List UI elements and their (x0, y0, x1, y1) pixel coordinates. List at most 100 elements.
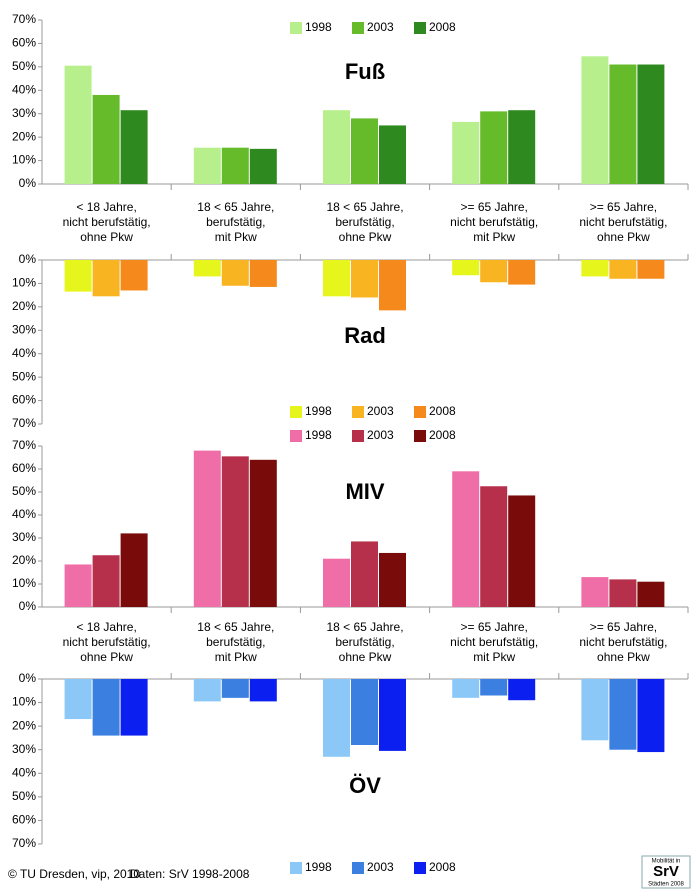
y-tick-label: 20% (12, 553, 36, 567)
chart-title: Fuß (345, 59, 385, 84)
bar (609, 64, 637, 184)
x-tick-label-line: mit Pkw (473, 230, 515, 244)
x-tick-label: 18 < 65 Jahre, berufstätig, ohne Pkw (326, 620, 403, 664)
y-tick-label: 60% (12, 461, 36, 475)
x-tick-label-line: ohne Pkw (597, 230, 650, 244)
bar (480, 486, 508, 607)
bar (637, 260, 665, 279)
bar (379, 260, 406, 311)
bar (452, 260, 480, 276)
bar (323, 110, 350, 184)
bar (480, 679, 508, 696)
x-tick-label-line: mit Pkw (215, 650, 257, 664)
y-tick-label: 50% (12, 789, 36, 803)
bar (379, 552, 406, 607)
y-tick-label: 20% (12, 718, 36, 732)
y-tick-label: 50% (12, 484, 36, 498)
copyright: © TU Dresden, vip, 2010 (8, 867, 140, 881)
bar (92, 260, 120, 297)
bar (193, 147, 221, 184)
x-tick-label: < 18 Jahre, nicht berufstätig, ohne Pkw (63, 200, 151, 244)
x-tick-label: 18 < 65 Jahre, berufstätig, ohne Pkw (326, 200, 403, 244)
y-tick-label: 40% (12, 82, 36, 96)
bar (193, 679, 221, 702)
y-tick-label: 60% (12, 36, 36, 50)
legend-swatch (414, 406, 426, 418)
x-tick-label-line: >= 65 Jahre, (590, 200, 657, 214)
logo-bottom: Städten 2008 (648, 882, 684, 888)
y-tick-label: 10% (12, 276, 36, 290)
bar (379, 125, 406, 184)
x-tick-label-line: ohne Pkw (597, 650, 650, 664)
source: Daten: SrV 1998-2008 (130, 867, 250, 881)
y-tick-label: 40% (12, 346, 36, 360)
x-tick-label-line: nicht berufstätig, (63, 635, 151, 649)
bar (452, 471, 480, 607)
x-tick-label-line: mit Pkw (215, 230, 257, 244)
x-tick-label-line: 18 < 65 Jahre, (197, 620, 274, 634)
bar (637, 581, 665, 607)
bar (64, 65, 92, 184)
legend-label: 1998 (305, 428, 332, 442)
x-tick-label-line: ohne Pkw (80, 230, 133, 244)
y-tick-label: 10% (12, 576, 36, 590)
y-tick-label: 50% (12, 59, 36, 73)
bar (221, 147, 249, 184)
x-tick-label-line: < 18 Jahre, (76, 200, 136, 214)
bar (480, 260, 508, 283)
bar (249, 260, 277, 287)
y-tick-label: 20% (12, 129, 36, 143)
legend-swatch (290, 862, 302, 874)
legend-label: 2008 (429, 20, 456, 34)
chart-title: ÖV (349, 773, 381, 798)
logo-main: SrV (653, 863, 679, 880)
bar (92, 555, 120, 607)
bar (64, 260, 92, 292)
bar (92, 679, 120, 736)
x-tick-label-line: >= 65 Jahre, (590, 620, 657, 634)
x-tick-label: < 18 Jahre, nicht berufstätig, ohne Pkw (63, 620, 151, 664)
x-tick-label-line: 18 < 65 Jahre, (197, 200, 274, 214)
bar (221, 679, 249, 698)
bar (508, 679, 536, 701)
x-tick-label-line: >= 65 Jahre, (461, 620, 528, 634)
legend-swatch (290, 406, 302, 418)
y-tick-label: 20% (12, 299, 36, 313)
legend-swatch (290, 22, 302, 34)
x-tick-label-line: berufstätig, (335, 635, 394, 649)
x-tick-label-line: nicht berufstätig, (63, 215, 151, 229)
y-tick-label: 0% (19, 671, 37, 685)
legend-swatch (352, 22, 364, 34)
bar (637, 679, 665, 753)
x-tick-label-line: nicht berufstätig, (579, 215, 667, 229)
bar (452, 121, 480, 184)
y-tick-label: 70% (12, 416, 36, 430)
y-tick-label: 30% (12, 742, 36, 756)
bar (637, 64, 665, 184)
y-tick-label: 70% (12, 836, 36, 850)
legend-label: 2003 (367, 860, 394, 874)
legend-label: 2008 (429, 428, 456, 442)
bar (120, 679, 148, 736)
bar (480, 111, 508, 184)
legend-label: 1998 (305, 404, 332, 418)
bar (581, 679, 609, 741)
legend-swatch (414, 430, 426, 442)
x-tick-label: >= 65 Jahre, nicht berufstätig, ohne Pkw (579, 620, 667, 664)
bar (323, 558, 350, 607)
x-tick-label-line: 18 < 65 Jahre, (326, 200, 403, 214)
bar (581, 260, 609, 277)
y-tick-label: 40% (12, 507, 36, 521)
bar (609, 260, 637, 279)
bar (120, 260, 148, 291)
bar (351, 679, 378, 745)
y-tick-label: 0% (19, 252, 37, 266)
y-tick-label: 70% (12, 438, 36, 452)
bar (452, 679, 480, 698)
bar (193, 260, 221, 277)
bar (193, 450, 221, 607)
x-tick-label-line: berufstätig, (335, 215, 394, 229)
x-tick-label-line: 18 < 65 Jahre, (326, 620, 403, 634)
x-tick-label-line: nicht berufstätig, (579, 635, 667, 649)
